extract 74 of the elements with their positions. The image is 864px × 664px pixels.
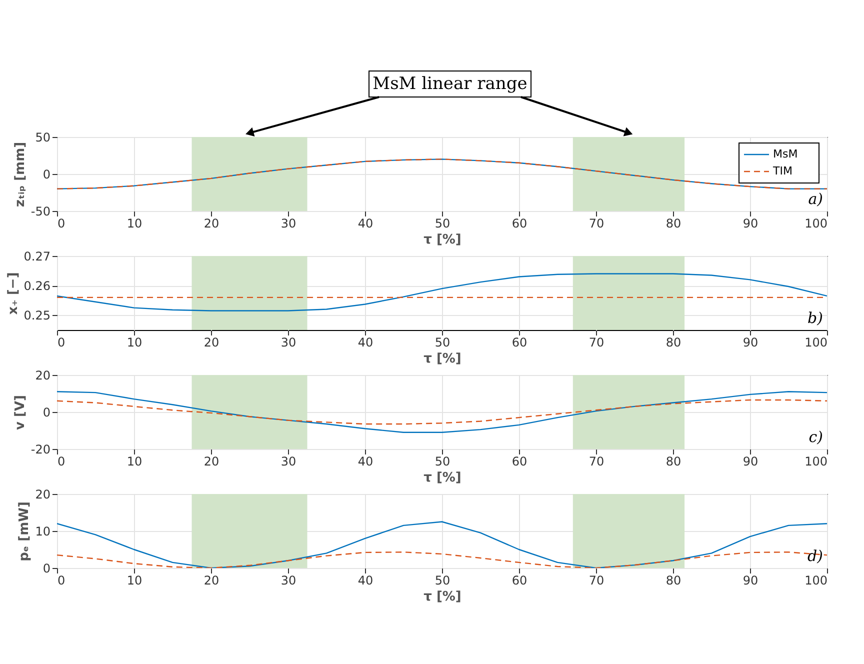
annotation: b): [808, 309, 824, 327]
x-tick-label: 70: [588, 216, 604, 230]
annotation: c): [808, 428, 824, 446]
x-axis-title: τ [%]: [424, 232, 462, 248]
x-tick-label: 30: [280, 574, 296, 588]
y-axis-title: x₊ [−]: [6, 272, 21, 315]
x-tick-label: 100: [804, 454, 828, 468]
x-tick-label: 40: [358, 216, 374, 230]
line-series: [57, 273, 827, 312]
x-tick-label: 50: [434, 454, 450, 468]
x-tick-label: 100: [804, 336, 828, 350]
annotation: a): [808, 190, 824, 208]
x-tick-label: 0: [58, 574, 66, 588]
x-tick-label: 90: [742, 336, 758, 350]
x-tick-label: 10: [126, 216, 142, 230]
x-tick-label: 100: [804, 216, 828, 230]
y-tick-label: 0: [42, 406, 50, 420]
x-tick-label: 40: [358, 574, 374, 588]
x-tick-label: 70: [588, 336, 604, 350]
x-tick-label: 10: [126, 454, 142, 468]
x-tick-label: 10: [126, 574, 142, 588]
x-tick-label: 30: [280, 336, 296, 350]
x-tick-label: 70: [588, 574, 604, 588]
x-tick-label: 20: [204, 216, 220, 230]
y-axis-title: pₑ [mW]: [17, 502, 32, 562]
x-tick-label: 80: [666, 336, 682, 350]
y-tick-label: 0: [42, 168, 50, 182]
x-tick-label: 80: [666, 216, 682, 230]
y-axis-title: zₜᵢₚ [mm]: [12, 142, 28, 208]
y-tick-label: 10: [35, 524, 50, 538]
x-tick-label: 60: [512, 216, 528, 230]
x-tick-label: 100: [804, 574, 828, 588]
y-tick-label: 0.25: [24, 308, 50, 323]
y-tick-label: -50: [30, 204, 50, 218]
x-tick-label: 60: [512, 454, 528, 468]
x-tick-label: 50: [434, 216, 450, 230]
x-tick-label: 80: [666, 454, 682, 468]
y-tick-label: 0.26: [24, 279, 50, 294]
y-tick-label: 0.27: [24, 250, 50, 264]
x-tick-label: 20: [204, 336, 220, 350]
y-axis-title: v [V]: [12, 395, 28, 430]
y-tick-label: -20: [30, 442, 50, 456]
x-tick-label: 0: [58, 336, 66, 350]
x-tick-label: 50: [434, 574, 450, 588]
line-series: [57, 158, 827, 190]
y-tick-label: 50: [35, 130, 50, 144]
x-tick-label: 40: [358, 454, 374, 468]
x-tick-label: 0: [58, 216, 66, 230]
x-tick-label: 70: [588, 454, 604, 468]
y-tick-label: 20: [35, 488, 50, 502]
y-tick-label: 20: [35, 368, 50, 382]
text: MsM linear range: [372, 74, 528, 94]
x-tick-label: 30: [280, 454, 296, 468]
legend-label: MsM: [773, 148, 798, 160]
x-axis-title: τ [%]: [424, 352, 462, 366]
annotation: d): [808, 547, 824, 565]
x-tick-label: 60: [512, 574, 528, 588]
x-tick-label: 30: [280, 216, 296, 230]
x-tick-label: 90: [742, 574, 758, 588]
x-tick-label: 50: [434, 336, 450, 350]
x-tick-label: 10: [126, 336, 142, 350]
line-series: [57, 399, 827, 425]
x-tick-label: 0: [58, 454, 66, 468]
x-tick-label: 20: [204, 574, 220, 588]
y-tick-label: 0: [42, 562, 50, 576]
x-axis-title: τ [%]: [424, 470, 462, 486]
x-tick-label: 90: [742, 454, 758, 468]
x-tick-label: 90: [742, 216, 758, 230]
x-tick-label: 60: [512, 336, 528, 350]
legend-label: TIM: [772, 164, 792, 178]
x-tick-label: 40: [358, 336, 374, 350]
x-tick-label: 20: [204, 454, 220, 468]
x-axis-title: τ [%]: [424, 590, 462, 604]
x-tick-label: 80: [666, 574, 682, 588]
